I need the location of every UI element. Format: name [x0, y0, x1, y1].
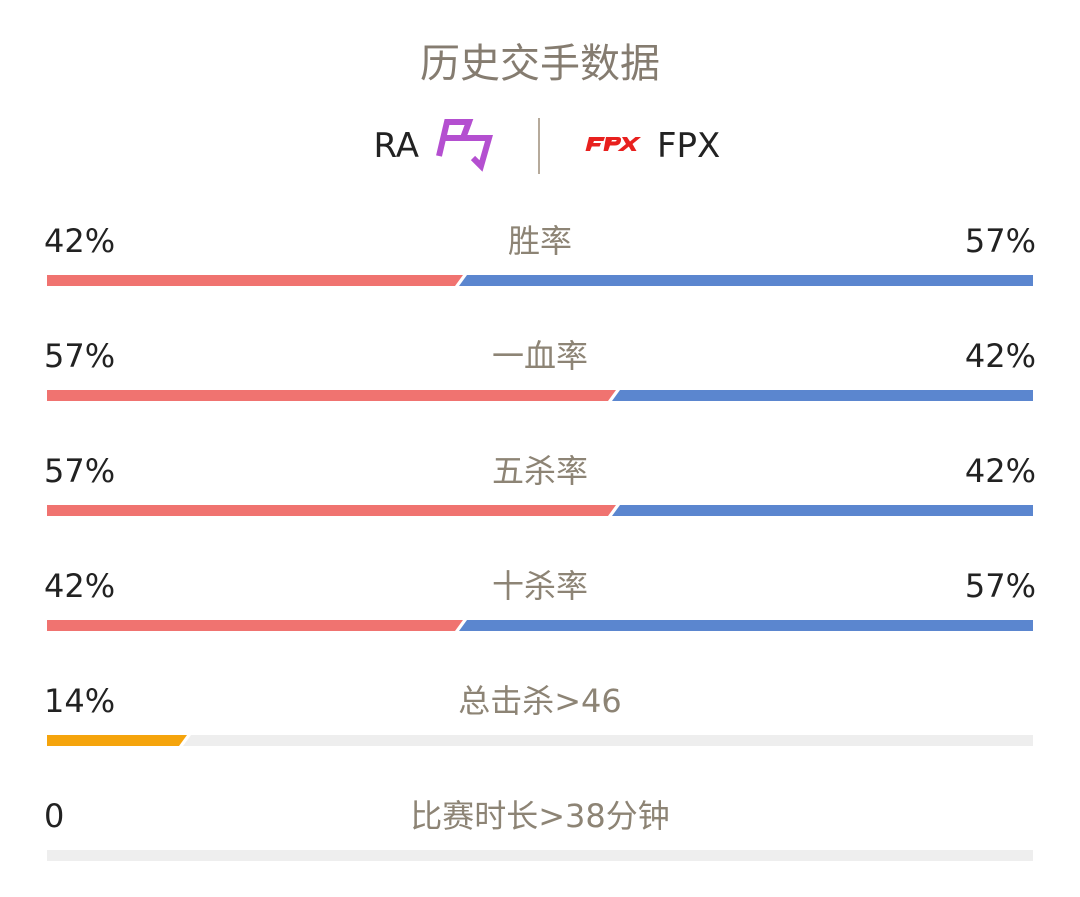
stat-right-value: 57%	[964, 567, 1036, 605]
stat-row: 0 比赛时长>38分钟	[0, 794, 1080, 894]
team-right-name: FPX	[657, 126, 721, 166]
bar-right-segment	[459, 620, 1033, 631]
team-left-name: RA	[373, 126, 419, 166]
bar-fill	[47, 735, 187, 746]
teams-header: RA	[0, 116, 1080, 176]
progress-bar	[47, 850, 1033, 861]
stat-label: 十杀率	[491, 567, 588, 605]
stat-left-value: 42%	[44, 567, 116, 605]
comparison-bar	[47, 390, 1033, 401]
stat-row: 57% 五杀率 42%	[0, 449, 1080, 549]
stat-row: 57% 一血率 42%	[0, 334, 1080, 434]
teams-divider	[538, 118, 540, 174]
stat-left-value: 57%	[44, 452, 116, 490]
bar-track	[47, 850, 1033, 861]
stat-row: 14% 总击杀>46	[0, 679, 1080, 779]
stat-label: 五杀率	[491, 452, 588, 490]
stat-right-value: 42%	[964, 337, 1036, 375]
stat-label: 比赛时长>38分钟	[410, 797, 670, 835]
stat-right-value: 42%	[964, 452, 1036, 490]
comparison-bar	[47, 275, 1033, 286]
stat-left-value: 14%	[44, 682, 116, 720]
ra-logo-icon	[433, 114, 495, 178]
bar-left-segment	[47, 390, 616, 401]
team-left[interactable]: RA	[373, 116, 495, 176]
bar-left-segment	[47, 275, 463, 286]
progress-bar	[47, 735, 1033, 746]
bar-left-segment	[47, 505, 616, 516]
comparison-bar	[47, 505, 1033, 516]
stat-left-value: 57%	[44, 337, 116, 375]
stat-label: 胜率	[507, 222, 572, 260]
bar-left-segment	[47, 620, 463, 631]
stat-label: 总击杀>46	[458, 682, 622, 720]
section-title: 历史交手数据	[420, 41, 660, 87]
bar-right-segment	[612, 505, 1033, 516]
fpx-logo-icon	[585, 129, 645, 163]
stat-row: 42% 胜率 57%	[0, 219, 1080, 319]
stat-label: 一血率	[491, 337, 588, 375]
bar-right-segment	[459, 275, 1033, 286]
comparison-bar	[47, 620, 1033, 631]
stat-row: 42% 十杀率 57%	[0, 564, 1080, 664]
stat-left-value: 42%	[44, 222, 116, 260]
stat-right-value: 57%	[964, 222, 1036, 260]
bar-right-segment	[612, 390, 1033, 401]
stat-left-value: 0	[44, 797, 65, 835]
bar-track	[183, 735, 1033, 746]
team-right[interactable]: FPX	[585, 116, 720, 176]
